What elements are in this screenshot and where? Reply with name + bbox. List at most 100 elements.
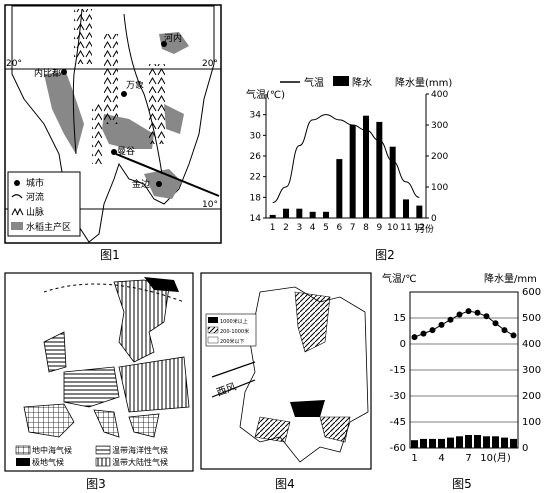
y-left-tick-label: 18 <box>250 193 262 203</box>
city-label-naypyidaw: 内比都 <box>34 67 61 79</box>
figure-4-terrain-map: 西风 1000米以上 200-1000米 200米以下 <box>200 272 372 470</box>
east-europe-continental <box>118 356 190 413</box>
city-dot-naypyidaw <box>61 69 67 75</box>
lat-label-20-left: 20° <box>6 59 22 69</box>
y-right-tick-label: 0 <box>522 443 528 454</box>
temperature-point <box>483 313 490 320</box>
mountains-annam <box>149 64 165 144</box>
x-tick-label: 9 <box>376 223 382 233</box>
polar-region <box>144 277 179 292</box>
x-tick-label: 4 <box>310 223 316 233</box>
precip-bar <box>416 205 423 218</box>
y-right-tick-label: 400 <box>431 90 448 100</box>
fig1-caption: 图1 <box>100 248 120 262</box>
temperature-point <box>492 320 499 327</box>
x-tick-label: 1 <box>270 223 276 233</box>
y-right-tick-label: 500 <box>522 313 541 324</box>
legend-rice-icon <box>11 222 23 230</box>
plot-area: 15 0 -15 -30 -45 -60 600 500 400 300 200 100 0 1 4 7 10(… <box>390 287 541 464</box>
legend-med-swatch <box>15 445 31 455</box>
city-dot-phnom-penh <box>156 181 162 187</box>
west-europe-oceanic <box>63 366 120 408</box>
italy-mediterranean <box>93 409 120 438</box>
city-label-hanoi: 河内 <box>164 32 182 44</box>
y-right-tick-label: 300 <box>431 121 448 131</box>
legend-low-swatch <box>207 336 219 344</box>
x-tick-label: 5 <box>323 223 329 233</box>
arctic-circle <box>43 283 185 303</box>
city-label-bangkok: 曼谷 <box>117 146 135 157</box>
mountains-west <box>74 9 92 64</box>
precip-bar <box>309 211 316 218</box>
x-tick-label: 6 <box>336 223 342 233</box>
river-irrawaddy <box>72 8 83 155</box>
precip-bar <box>429 438 436 448</box>
precip-bar <box>438 438 445 448</box>
lat-label-10: 10° <box>202 200 218 210</box>
legend-mountain-label: 山脉 <box>26 206 44 218</box>
precip-bar <box>492 436 499 448</box>
scandinavian-highlands <box>294 291 331 353</box>
city-label-vientiane: 万象 <box>126 79 144 91</box>
legend-rice-label: 水稻主产区 <box>26 221 71 233</box>
y-left-tick-label: -15 <box>390 365 406 376</box>
rice-region-irrawaddy <box>44 72 84 154</box>
y-left-tick-label: 14 <box>250 214 262 224</box>
x-tick-label: 3 <box>296 223 302 233</box>
precip-bar <box>389 146 396 218</box>
y-right-tick-label: 100 <box>431 183 448 193</box>
precip-bar <box>465 435 472 448</box>
y-left-tick-label: 30 <box>250 131 262 141</box>
temperature-point <box>429 327 436 334</box>
x-tick-label: 7 <box>350 223 356 233</box>
figure-2-climate-chart: 气温 降水 气温(℃) 降水量(mm) 14182226303401002003… <box>246 76 452 235</box>
legend-oceanic-swatch <box>95 445 111 455</box>
wind-arrow-bottom <box>211 379 256 398</box>
legend-continental-swatch <box>95 457 111 467</box>
y-right-label: 降水量/mm <box>484 272 537 285</box>
x-tick-label: 4 <box>438 453 444 464</box>
fig2-caption: 图2 <box>375 248 395 262</box>
precip-bar <box>420 438 427 448</box>
y-right-tick-label: 300 <box>522 365 541 376</box>
fig4-legend: 1000米以上 200-1000米 200米以下 <box>205 313 257 347</box>
legend-high-label: 1000米以上 <box>220 318 248 325</box>
temperature-point <box>438 321 445 328</box>
river-mekong <box>123 13 163 175</box>
figure-1-map: 20° 20° 10° 内比都 万象 河内 曼谷 金边 城市 河流 山脉 水稻主… <box>4 4 222 244</box>
temperature-point <box>510 332 517 339</box>
precip-bar <box>376 121 383 218</box>
legend-precip-label: 降水 <box>352 76 372 89</box>
precip-bar <box>296 208 303 218</box>
x-tick-label: 7 <box>465 453 471 464</box>
legend-mountain-icon <box>11 207 24 216</box>
precip-bar <box>269 214 276 218</box>
city-dot-hanoi <box>161 41 167 47</box>
x-tick-label: 11 <box>400 223 411 233</box>
temperature-point <box>420 330 427 337</box>
temperature-point <box>465 308 472 315</box>
y-left-tick-label: -30 <box>390 391 406 402</box>
legend-oceanic-label: 温带海洋性气候 <box>112 445 168 455</box>
legend-polar-label: 极地气候 <box>32 457 64 467</box>
iberian-plateau <box>254 416 291 443</box>
y-left-tick-label: -60 <box>390 443 406 454</box>
y-right-tick-label: 0 <box>431 214 437 224</box>
temperature-point <box>474 309 481 316</box>
temperature-line <box>414 310 514 338</box>
balkans-mediterranean <box>128 413 160 438</box>
temperature-point <box>411 334 418 341</box>
fig1-legend: 城市 河流 山脉 水稻主产区 <box>7 171 81 237</box>
city-dot-bangkok <box>111 149 117 155</box>
x-tick-label: 1 <box>411 453 417 464</box>
legend-high-swatch <box>208 317 218 323</box>
legend-polar-swatch <box>16 458 30 466</box>
fig5-caption: 图5 <box>452 477 472 491</box>
rice-region-coast <box>164 104 184 134</box>
britain-oceanic <box>43 331 67 373</box>
x-tick-label: 12 <box>414 223 425 233</box>
y-right-tick-label: 600 <box>522 287 541 298</box>
fig3-caption: 图3 <box>86 477 106 491</box>
lat-label-20-right: 20° <box>202 59 218 69</box>
legend-river-icon <box>11 194 23 199</box>
